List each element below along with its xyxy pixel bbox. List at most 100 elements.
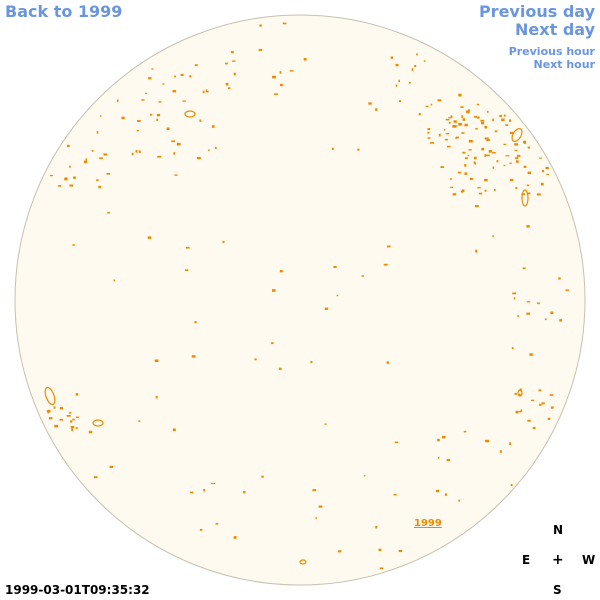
intensity-spot bbox=[387, 245, 391, 248]
contour-blob bbox=[299, 559, 307, 565]
intensity-spot bbox=[379, 567, 384, 570]
intensity-spot bbox=[363, 475, 366, 477]
back-to-year-link[interactable]: Back to 1999 bbox=[5, 2, 123, 21]
intensity-spot bbox=[484, 126, 488, 129]
intensity-spot bbox=[468, 109, 470, 112]
intensity-spot bbox=[271, 342, 274, 345]
intensity-spot bbox=[542, 170, 545, 173]
intensity-spot bbox=[447, 145, 451, 148]
intensity-spot bbox=[526, 225, 530, 228]
intensity-spot bbox=[545, 167, 549, 170]
intensity-spot bbox=[227, 87, 231, 89]
intensity-spot bbox=[523, 165, 527, 168]
next-hour-link[interactable]: Next hour bbox=[533, 58, 596, 71]
intensity-spot bbox=[445, 133, 450, 135]
intensity-spot bbox=[488, 149, 492, 153]
intensity-spot bbox=[222, 240, 225, 244]
intensity-spot bbox=[517, 315, 519, 318]
intensity-spot bbox=[448, 117, 452, 119]
intensity-spot bbox=[484, 154, 487, 157]
intensity-spot bbox=[457, 171, 462, 174]
intensity-spot bbox=[526, 184, 529, 187]
intensity-spot bbox=[174, 174, 178, 176]
intensity-spot bbox=[531, 399, 535, 402]
intensity-spot bbox=[455, 137, 458, 139]
contour-blob bbox=[184, 110, 196, 118]
intensity-spot bbox=[171, 140, 175, 143]
intensity-spot bbox=[425, 105, 429, 108]
intensity-spot bbox=[492, 151, 496, 154]
intensity-spot bbox=[452, 193, 457, 196]
intensity-spot bbox=[477, 116, 480, 119]
intensity-spot bbox=[503, 114, 506, 117]
intensity-spot bbox=[536, 193, 541, 196]
previous-day-link[interactable]: Previous day bbox=[478, 2, 595, 21]
intensity-spot bbox=[261, 475, 264, 478]
intensity-spot bbox=[211, 482, 215, 485]
intensity-spot bbox=[499, 450, 502, 453]
intensity-spot bbox=[473, 156, 477, 160]
observation-timestamp: 1999-03-01T09:35:32 bbox=[5, 583, 150, 597]
intensity-contours bbox=[44, 110, 529, 565]
intensity-spot bbox=[458, 93, 462, 97]
intensity-spot bbox=[182, 100, 187, 102]
intensity-spot bbox=[233, 536, 237, 539]
intensity-spot bbox=[138, 150, 141, 154]
intensity-spot bbox=[515, 410, 519, 414]
intensity-spot bbox=[549, 394, 554, 396]
intensity-spot bbox=[191, 355, 196, 358]
intensity-spot bbox=[427, 131, 430, 134]
intensity-spot bbox=[450, 186, 453, 188]
intensity-spot bbox=[474, 115, 478, 118]
intensity-spot bbox=[310, 361, 313, 363]
next-day-link[interactable]: Next day bbox=[515, 20, 595, 39]
intensity-spot bbox=[538, 389, 542, 392]
year-marker-link[interactable]: 1999 bbox=[414, 518, 442, 529]
intensity-spot bbox=[135, 150, 138, 153]
intensity-spot bbox=[499, 114, 502, 118]
intensity-spot bbox=[333, 266, 337, 268]
intensity-spot bbox=[455, 125, 458, 127]
intensity-spot bbox=[180, 73, 184, 76]
intensity-spot bbox=[225, 82, 229, 86]
intensity-spot bbox=[544, 318, 547, 321]
year-marker-label[interactable]: 1999 bbox=[414, 518, 442, 529]
intensity-spot bbox=[452, 125, 457, 128]
previous-hour-link[interactable]: Previous hour bbox=[508, 45, 595, 58]
intensity-spot bbox=[233, 72, 236, 76]
intensity-spot bbox=[477, 187, 481, 189]
intensity-spot bbox=[190, 491, 194, 494]
intensity-spot bbox=[527, 419, 531, 422]
intensity-spot bbox=[70, 420, 73, 423]
intensity-spot bbox=[453, 120, 457, 123]
intensity-spot bbox=[156, 113, 161, 117]
compass-south: S bbox=[553, 583, 562, 597]
intensity-spot bbox=[461, 115, 464, 118]
intensity-spot bbox=[558, 277, 561, 280]
intensity-spot bbox=[71, 428, 74, 431]
intensity-spot bbox=[514, 143, 518, 146]
intensity-spot bbox=[173, 152, 176, 155]
intensity-spot bbox=[72, 418, 75, 421]
intensity-spot bbox=[258, 48, 263, 51]
compass-north: N bbox=[553, 523, 564, 537]
sky-disc bbox=[14, 14, 586, 586]
intensity-spot bbox=[88, 430, 93, 434]
intensity-spot bbox=[324, 307, 329, 310]
intensity-spot bbox=[99, 157, 103, 160]
contour-blob bbox=[521, 189, 529, 207]
intensity-spot bbox=[515, 187, 518, 189]
intensity-spot bbox=[437, 99, 442, 102]
intensity-spot bbox=[157, 155, 162, 158]
intensity-spot bbox=[492, 235, 494, 238]
intensity-spot bbox=[121, 116, 125, 120]
intensity-spot bbox=[67, 144, 70, 148]
intensity-spot bbox=[331, 147, 334, 150]
intensity-spot bbox=[526, 192, 531, 195]
intensity-spot bbox=[460, 190, 464, 193]
intensity-spot bbox=[76, 416, 79, 418]
intensity-spot bbox=[106, 173, 111, 175]
intensity-spot bbox=[206, 90, 209, 93]
intensity-spot bbox=[559, 319, 562, 322]
intensity-spot bbox=[529, 353, 533, 356]
